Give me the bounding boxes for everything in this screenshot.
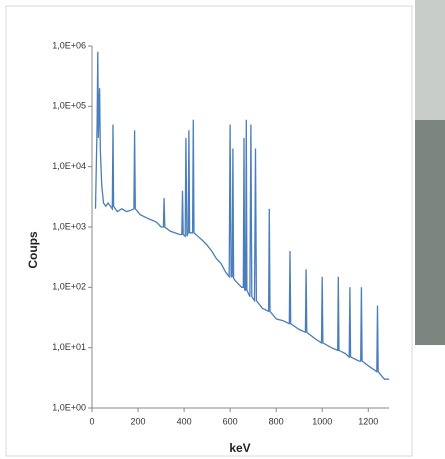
x-tick-label: 200 — [131, 416, 146, 426]
x-tick-label: 400 — [177, 416, 192, 426]
y-tick-label: 1,0E+04 — [52, 161, 86, 171]
x-tick-label: 0 — [89, 416, 94, 426]
x-tick-label: 1200 — [358, 416, 378, 426]
x-axis-title: keV — [229, 441, 250, 455]
photo-fragment — [415, 0, 445, 120]
y-axis-title: Coups — [26, 231, 40, 269]
x-tick-label: 600 — [223, 416, 238, 426]
y-tick-label: 1,0E+01 — [52, 342, 86, 352]
y-tick-label: 1,0E+02 — [52, 282, 86, 292]
y-tick-label: 1,0E+00 — [52, 402, 86, 412]
x-tick-label: 1000 — [312, 416, 332, 426]
y-tick-label: 1,0E+05 — [52, 101, 86, 111]
y-tick-label: 1,0E+06 — [52, 40, 86, 50]
y-tick-label: 1,0E+03 — [52, 221, 86, 231]
spectrum-line — [94, 51, 389, 380]
chart-frame — [5, 5, 413, 457]
x-tick-label: 800 — [269, 416, 284, 426]
